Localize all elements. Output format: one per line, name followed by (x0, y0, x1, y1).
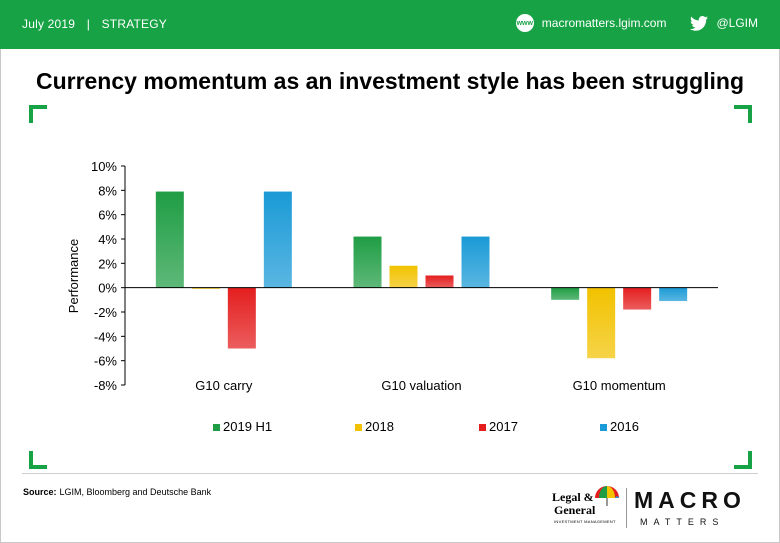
lg-logo-line3: INVESTMENT MANAGEMENT (554, 519, 616, 524)
corner-bracket-top-right (734, 105, 752, 123)
bar (227, 287, 256, 349)
y-tick-label: 0% (98, 281, 117, 296)
macro-matters-logo-subword: MATTERS (640, 517, 725, 527)
legend-swatch (600, 424, 607, 431)
legal-general-logo: Legal & General INVESTMENT MANAGEMENT (552, 485, 622, 531)
y-tick-label: -4% (94, 329, 118, 344)
umbrella-icon (595, 486, 619, 506)
y-tick-label: 8% (98, 183, 117, 198)
bar (353, 236, 382, 288)
top-left-info: July 2019 | STRATEGY (22, 17, 175, 31)
footer-divider (22, 473, 758, 474)
y-tick-label: 2% (98, 256, 117, 271)
legend-label: 2017 (489, 419, 518, 434)
y-axis-label: Performance (66, 239, 81, 313)
corner-bracket-top-left (29, 105, 47, 123)
legend-swatch (213, 424, 220, 431)
header-section: STRATEGY (101, 17, 167, 31)
bar (551, 287, 580, 300)
bar (659, 287, 688, 302)
bar (263, 191, 292, 288)
bar-chart: -8% -6% -4% -2% 0% 2% 4% 6% 8% 10% G10 carry G10 va… (66, 159, 718, 434)
y-tick-label: 10% (91, 159, 117, 174)
macro-matters-logo-word: MACRO (634, 487, 746, 513)
twitter-icon (690, 15, 709, 31)
bar (425, 275, 454, 288)
bar (587, 287, 616, 359)
bar (623, 287, 652, 310)
x-category-label: G10 carry (195, 378, 253, 393)
x-category-label: G10 valuation (381, 378, 461, 393)
lg-logo-line1: Legal & (552, 490, 594, 504)
y-tick-label: 4% (98, 232, 117, 247)
source-text: LGIM, Bloomberg and Deutsche Bank (59, 487, 212, 497)
bar (389, 265, 418, 288)
source-note: Source: LGIM, Bloomberg and Deutsche Bank (23, 487, 211, 497)
bar (191, 287, 220, 289)
y-tick-label: -6% (94, 354, 118, 369)
legend-label: 2019 H1 (223, 419, 272, 434)
top-bar: July 2019 | STRATEGY www macromatters.lg… (0, 0, 780, 49)
twitter-handle[interactable]: @LGIM (716, 16, 758, 30)
legend-label: 2016 (610, 419, 639, 434)
website-link[interactable]: macromatters.lgim.com (541, 16, 667, 30)
lg-logo-line2: General (554, 503, 596, 517)
brand-separator (626, 488, 627, 528)
corner-bracket-bottom-left (29, 451, 47, 469)
top-right-info: www macromatters.lgim.com @LGIM (515, 14, 758, 32)
legend-swatch (479, 424, 486, 431)
header-separator: | (86, 17, 91, 31)
bar (155, 191, 184, 288)
chart-title: Currency momentum as an investment style… (35, 68, 745, 94)
y-tick-label: 6% (98, 208, 117, 223)
legend-swatch (355, 424, 362, 431)
x-category-label: G10 momentum (573, 378, 666, 393)
y-tick-label: -2% (94, 305, 118, 320)
legend-label: 2018 (365, 419, 394, 434)
bar (461, 236, 490, 288)
y-tick-label: -8% (94, 378, 118, 393)
source-label: Source: (23, 487, 57, 497)
corner-bracket-bottom-right (734, 451, 752, 469)
web-icon: www (515, 14, 534, 32)
header-date: July 2019 (22, 17, 76, 31)
